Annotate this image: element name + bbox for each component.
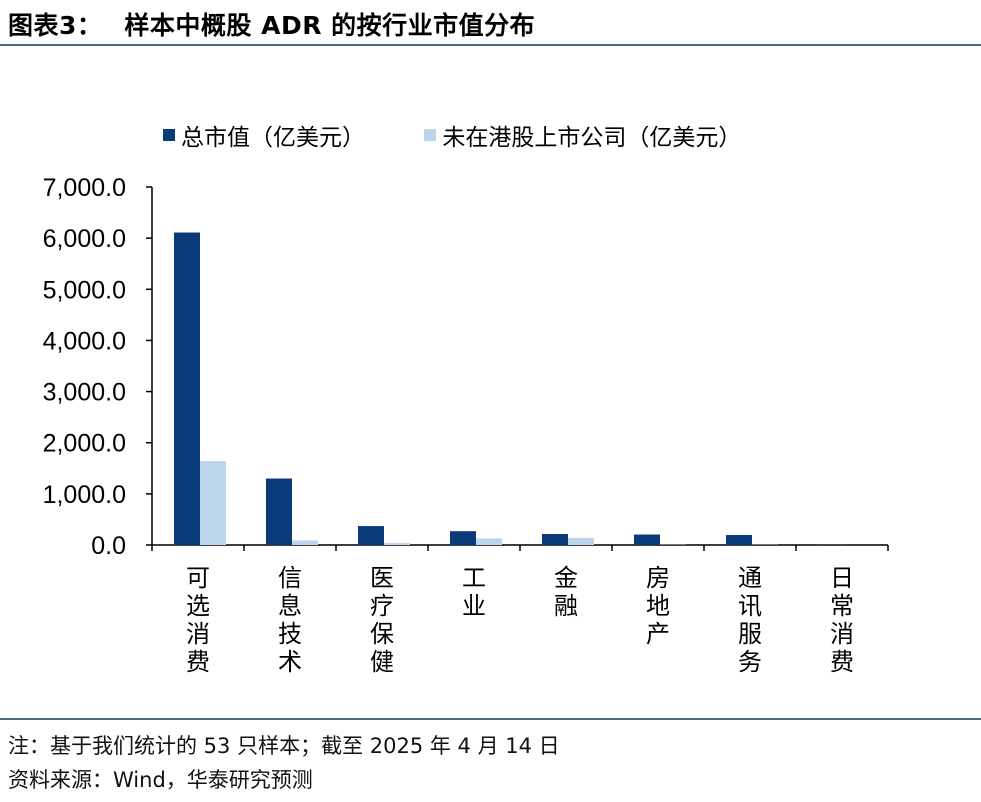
x-tick-label-4: 金融 xyxy=(554,565,578,620)
bar-series-1-6 xyxy=(726,535,752,545)
y-tick-label-2: 2,000.0 xyxy=(43,430,126,458)
bar-series-1-1 xyxy=(266,478,292,545)
bar-chart: 0.0 1,000.0 2,000.0 3,000.0 4,000.0 5,000.0 6,… xyxy=(43,174,889,676)
y-tick-label-7: 7,000.0 xyxy=(43,174,126,202)
bar-series-2-3 xyxy=(476,538,502,545)
y-tick-label-1: 1,000.0 xyxy=(43,481,126,509)
x-tick-label-6: 通讯服务 xyxy=(738,565,762,676)
bar-series-1-5 xyxy=(634,534,660,545)
legend-swatch-series-2 xyxy=(424,129,437,141)
y-tick-label-5: 5,000.0 xyxy=(43,276,126,304)
bar-series-1-2 xyxy=(358,526,384,545)
footer-rule xyxy=(0,718,981,720)
x-tick-label-5: 房地产 xyxy=(646,565,670,648)
footnote: 注：基于我们统计的 53 只样本；截至 2025 年 4 月 14 日 xyxy=(8,734,560,758)
y-tick-label-6: 6,000.0 xyxy=(43,225,126,253)
bar-series-2-4 xyxy=(568,537,594,545)
figure-label: 图表3： xyxy=(8,11,103,40)
bar-series-1-0 xyxy=(174,232,200,545)
legend: 总市值（亿美元） 未在港股上市公司（亿美元） xyxy=(163,118,793,152)
bar-series-2-0 xyxy=(200,461,226,545)
legend-item-series-2: 未在港股上市公司（亿美元） xyxy=(424,118,741,152)
chart-title: 样本中概股 ADR 的按行业市值分布 xyxy=(124,11,536,40)
y-tick-label-0: 0.0 xyxy=(91,532,126,560)
title-rule xyxy=(0,44,981,46)
bar-series-1-4 xyxy=(542,534,568,545)
x-tick-label-2: 医疗保健 xyxy=(370,565,394,676)
bar-series-2-1 xyxy=(292,540,318,545)
y-tick-label-3: 3,000.0 xyxy=(43,379,126,407)
figure-title: 图表3： 样本中概股 ADR 的按行业市值分布 xyxy=(8,6,535,42)
bar-series-1-3 xyxy=(450,531,476,545)
x-tick-label-0: 可选消费 xyxy=(186,565,210,676)
source-note: 资料来源：Wind，华泰研究预测 xyxy=(8,768,313,792)
y-tick-label-4: 4,000.0 xyxy=(43,327,126,355)
legend-label-series-2: 未在港股上市公司（亿美元） xyxy=(442,125,742,151)
x-tick-label-1: 信息技术 xyxy=(278,565,302,676)
x-tick-label-7: 日常消费 xyxy=(830,565,854,676)
legend-label-series-1: 总市值（亿美元） xyxy=(181,125,365,151)
legend-swatch-series-1 xyxy=(163,129,175,141)
bar-series-2-2 xyxy=(384,542,410,545)
x-tick-label-3: 工业 xyxy=(462,565,486,620)
legend-item-series-1: 总市值（亿美元） xyxy=(163,118,365,152)
